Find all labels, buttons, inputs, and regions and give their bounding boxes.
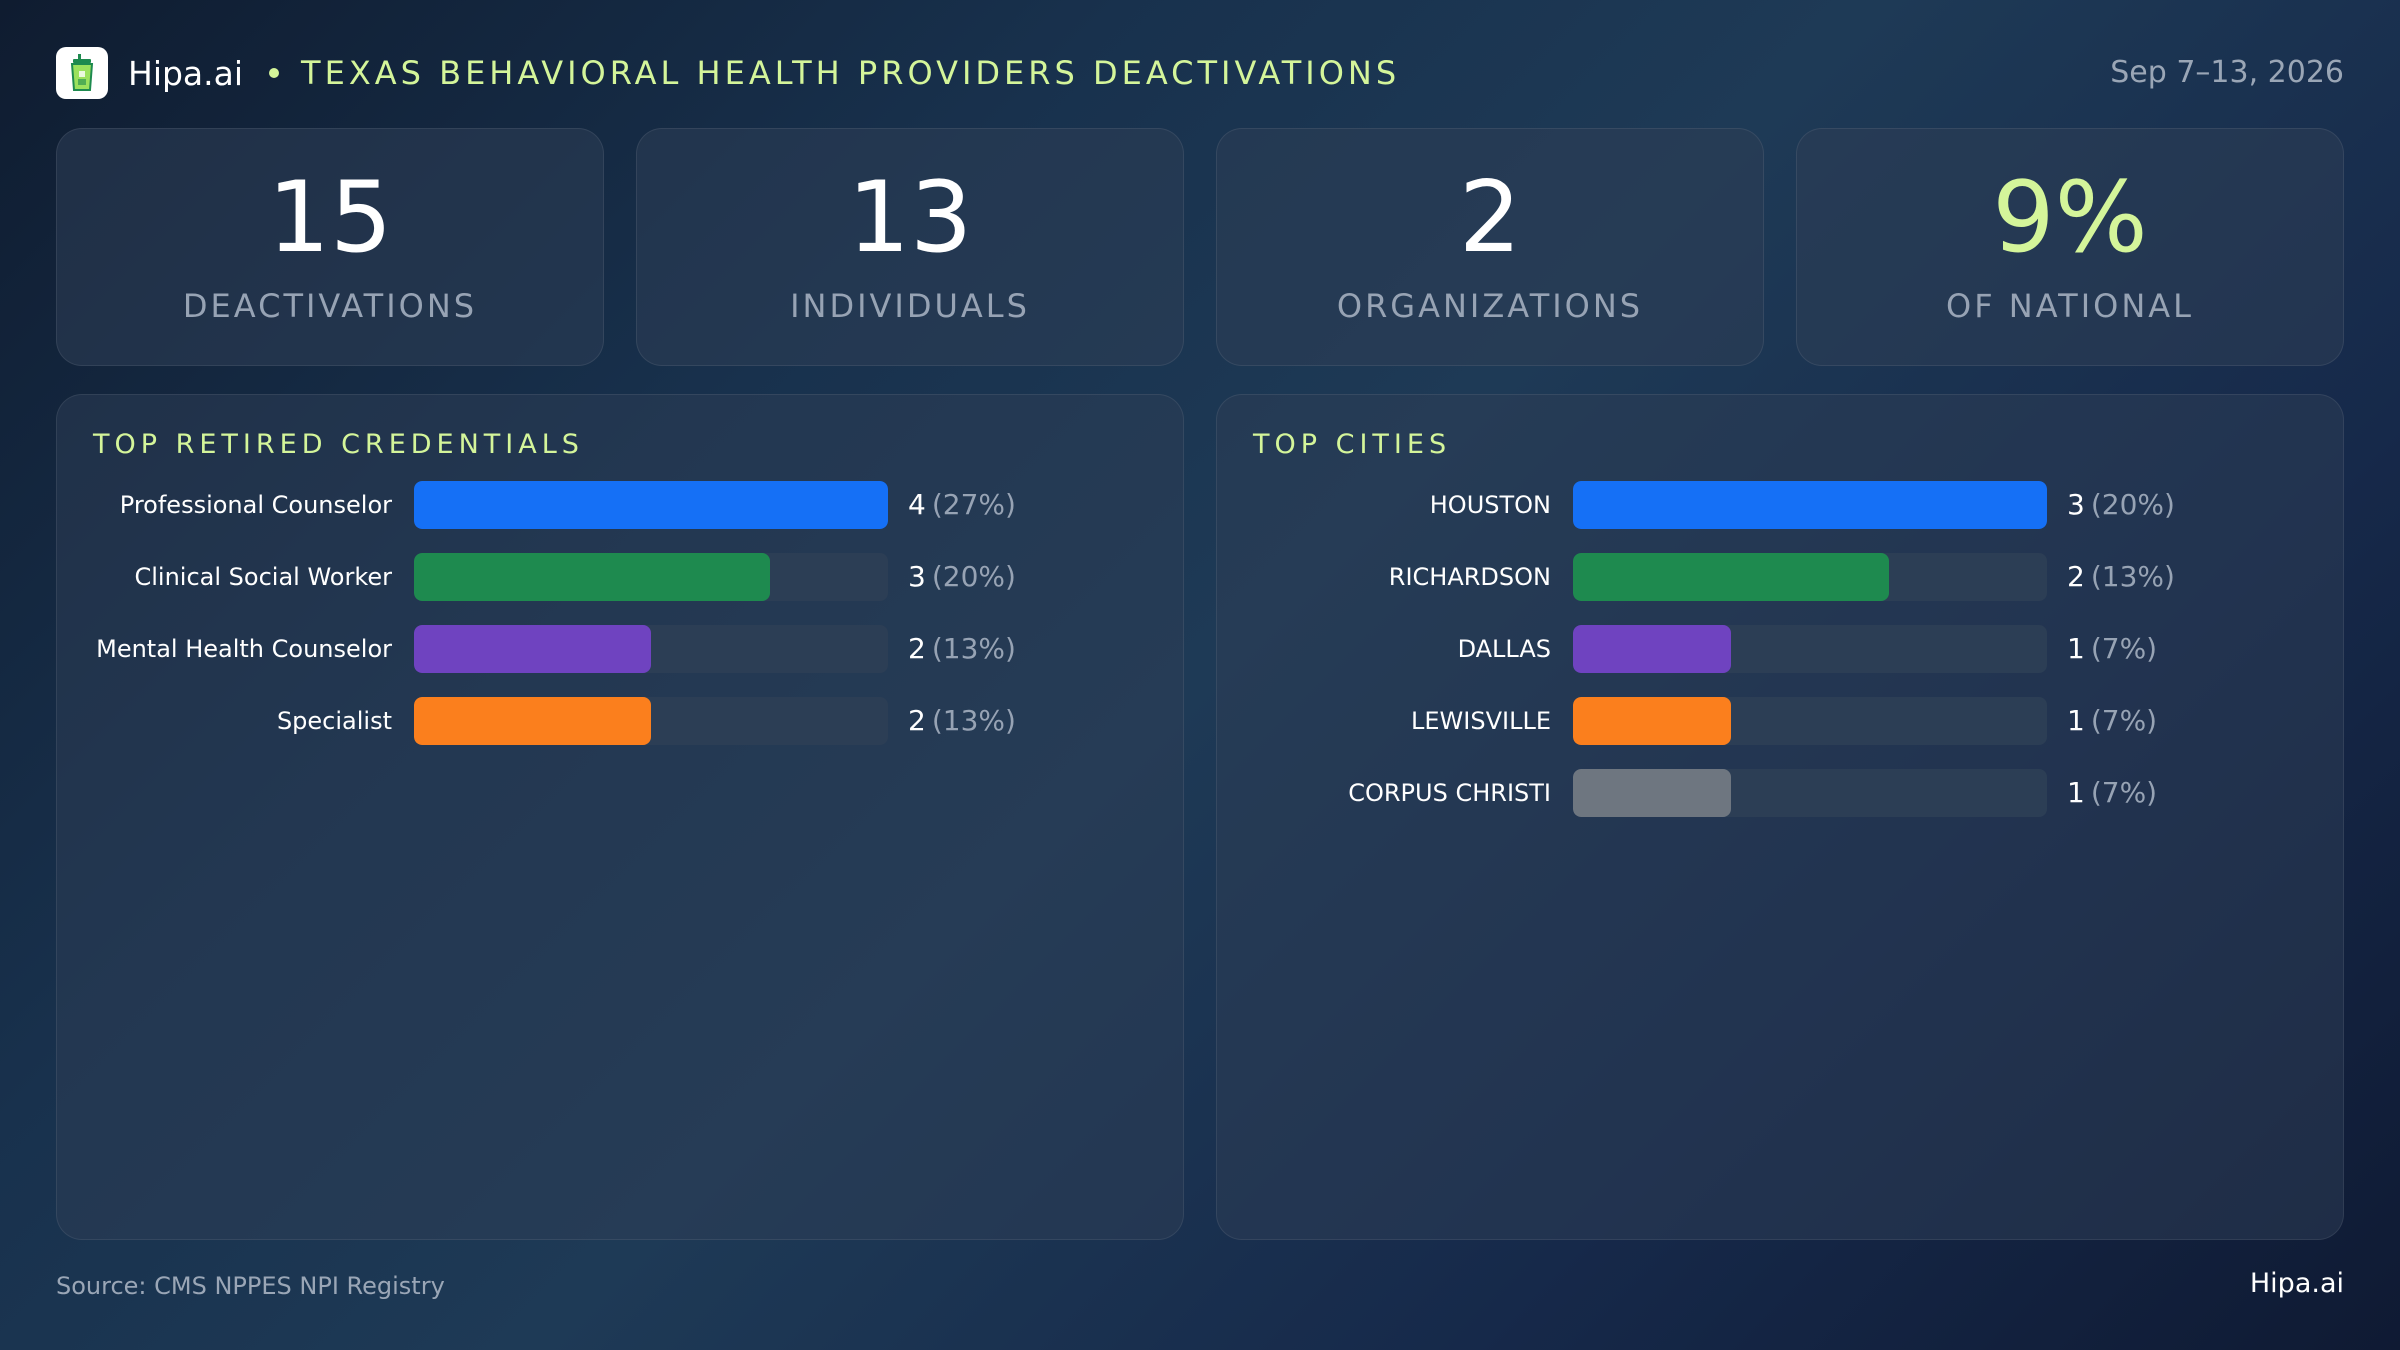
bar-value-label: 1 (7%) [2067, 697, 2157, 745]
bar-row: Mental Health Counselor 2 (13%) [57, 625, 1183, 673]
bar [414, 625, 651, 673]
bar-row: CORPUS CHRISTI 1 (7%) [1217, 769, 2343, 817]
bar-label: Specialist [276, 707, 392, 735]
bar-percent: (13%) [931, 704, 1016, 737]
bar-track [1573, 481, 2047, 529]
stat-label: DEACTIVATIONS [182, 287, 478, 325]
bar-row: Clinical Social Worker 3 (20%) [57, 553, 1183, 601]
bar-percent: (7%) [2090, 704, 2158, 737]
stat-card-individuals: 13 INDIVIDUALS [636, 128, 1184, 366]
bar-row: HOUSTON 3 (20%) [1217, 481, 2343, 529]
bar-label: DALLAS [1457, 635, 1551, 663]
stat-label: ORGANIZATIONS [1336, 287, 1644, 325]
stat-cards: 15 DEACTIVATIONS 13 INDIVIDUALS 2 ORGANI… [56, 128, 2344, 366]
bar-value-label: 2 (13%) [908, 625, 1016, 673]
bar-track [414, 553, 888, 601]
bar-value-label: 1 (7%) [2067, 769, 2157, 817]
bar-label: Mental Health Counselor [96, 635, 392, 663]
bar-count: 3 [2067, 488, 2085, 521]
bar-value-label: 4 (27%) [908, 481, 1016, 529]
page-title: TEXAS BEHAVIORAL HEALTH PROVIDERS DEACTI… [301, 54, 1401, 92]
bar [1573, 481, 2047, 529]
bar-label: Professional Counselor [119, 491, 392, 519]
stat-label: INDIVIDUALS [790, 287, 1030, 325]
bar-count: 1 [2067, 776, 2085, 809]
bar-count: 4 [908, 488, 926, 521]
cup-icon [56, 47, 108, 99]
stat-card-organizations: 2 ORGANIZATIONS [1216, 128, 1764, 366]
bar-label: Clinical Social Worker [134, 563, 392, 591]
bar-value-label: 2 (13%) [2067, 553, 2175, 601]
bar-count: 2 [908, 632, 926, 665]
footer-brand: Hipa.ai [2249, 1268, 2344, 1299]
stat-value: 2 [1458, 161, 1522, 275]
bar-percent: (27%) [931, 488, 1016, 521]
bar-label: LEWISVILLE [1411, 707, 1551, 735]
bar [414, 481, 888, 529]
stat-value: 13 [847, 161, 973, 275]
bar-value-label: 2 (13%) [908, 697, 1016, 745]
bar-track [1573, 625, 2047, 673]
header: Hipa.ai TEXAS BEHAVIORAL HEALTH PROVIDER… [56, 46, 1400, 100]
bar-track [414, 697, 888, 745]
bar-track [1573, 553, 2047, 601]
bar-count: 1 [2067, 632, 2085, 665]
bar [414, 553, 770, 601]
bar [1573, 697, 1731, 745]
stat-label: OF NATIONAL [1946, 287, 2194, 325]
bar-percent: (20%) [931, 560, 1016, 593]
bar-row: LEWISVILLE 1 (7%) [1217, 697, 2343, 745]
bar-count: 3 [908, 560, 926, 593]
stat-card-national-share: 9% OF NATIONAL [1796, 128, 2344, 366]
bar-value-label: 1 (7%) [2067, 625, 2157, 673]
bar-percent: (20%) [2090, 488, 2175, 521]
bar [414, 697, 651, 745]
bar-label: RICHARDSON [1388, 563, 1551, 591]
bar-count: 2 [908, 704, 926, 737]
bar-percent: (13%) [931, 632, 1016, 665]
footer-source: Source: CMS NPPES NPI Registry [56, 1272, 445, 1300]
bar-row: Professional Counselor 4 (27%) [57, 481, 1183, 529]
stat-value: 15 [267, 161, 393, 275]
stat-card-deactivations: 15 DEACTIVATIONS [56, 128, 604, 366]
bar-count: 1 [2067, 704, 2085, 737]
bar-track [1573, 697, 2047, 745]
date-range: Sep 7–13, 2026 [2110, 55, 2344, 90]
stat-value: 9% [1992, 161, 2148, 275]
bar-label: CORPUS CHRISTI [1348, 779, 1551, 807]
bar-row: RICHARDSON 2 (13%) [1217, 553, 2343, 601]
bar-row: DALLAS 1 (7%) [1217, 625, 2343, 673]
bar [1573, 625, 1731, 673]
brand-name: Hipa.ai [128, 53, 244, 93]
bar-percent: (7%) [2090, 632, 2158, 665]
header-separator-dot [269, 68, 280, 78]
bar [1573, 553, 1889, 601]
bar-track [1573, 769, 2047, 817]
bar-percent: (7%) [2090, 776, 2158, 809]
cities-panel: TOP CITIES HOUSTON 3 (20%) RICHARDSON 2 (13%)… [1216, 394, 2344, 1240]
credentials-panel: TOP RETIRED CREDENTIALS Professional Cou… [56, 394, 1184, 1240]
bar [1573, 769, 1731, 817]
bar-value-label: 3 (20%) [908, 553, 1016, 601]
bar-percent: (13%) [2090, 560, 2175, 593]
bar-label: HOUSTON [1429, 491, 1551, 519]
panel-title: TOP CITIES [1253, 429, 1452, 460]
panel-title: TOP RETIRED CREDENTIALS [93, 429, 584, 460]
bar-value-label: 3 (20%) [2067, 481, 2175, 529]
bar-count: 2 [2067, 560, 2085, 593]
bar-row: Specialist 2 (13%) [57, 697, 1183, 745]
bar-track [414, 481, 888, 529]
bar-track [414, 625, 888, 673]
